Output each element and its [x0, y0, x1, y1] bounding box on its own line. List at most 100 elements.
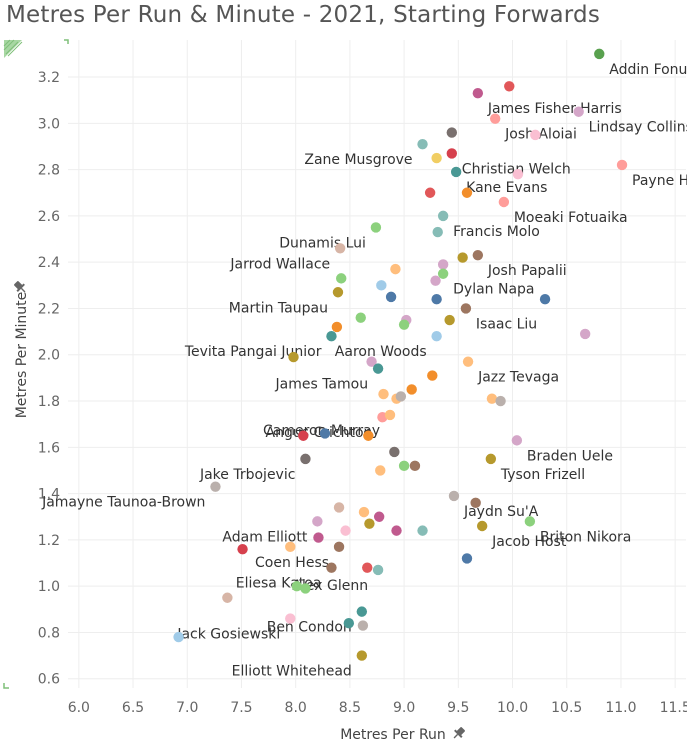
data-point[interactable]: [370, 222, 382, 233]
data-point[interactable]: [362, 562, 373, 573]
data-point[interactable]: [489, 113, 501, 124]
data-point[interactable]: [498, 196, 510, 208]
data-point[interactable]: [539, 294, 551, 305]
data-point[interactable]: [470, 497, 481, 509]
data-point[interactable]: [237, 543, 248, 555]
data-point[interactable]: [573, 106, 584, 117]
data-point[interactable]: [444, 314, 455, 326]
x-tick-label: 9.0: [393, 700, 415, 716]
data-point[interactable]: [334, 243, 346, 254]
x-tick-label: 9.5: [447, 700, 469, 716]
data-point[interactable]: [431, 331, 442, 342]
data-point[interactable]: [313, 532, 324, 543]
data-point[interactable]: [312, 516, 323, 527]
data-point[interactable]: [291, 580, 302, 592]
data-point[interactable]: [579, 328, 591, 340]
data-point[interactable]: [437, 268, 449, 279]
data-point[interactable]: [326, 562, 337, 573]
data-point[interactable]: [424, 187, 436, 198]
data-point[interactable]: [461, 187, 473, 198]
data-point[interactable]: [364, 518, 375, 529]
point-label: Jack Gosiewski: [176, 627, 280, 643]
data-point[interactable]: [472, 88, 484, 99]
data-point[interactable]: [391, 525, 402, 536]
data-point[interactable]: [512, 169, 524, 180]
data-point[interactable]: [462, 356, 474, 367]
data-point[interactable]: [300, 583, 311, 594]
data-point[interactable]: [594, 48, 605, 60]
data-point[interactable]: [460, 303, 472, 314]
y-axis-pin-icon: [14, 281, 26, 293]
data-point[interactable]: [355, 312, 366, 323]
data-point[interactable]: [431, 152, 442, 164]
data-point[interactable]: [385, 291, 397, 303]
data-point[interactable]: [372, 564, 384, 576]
data-point[interactable]: [431, 294, 442, 305]
data-point[interactable]: [409, 460, 421, 472]
data-point[interactable]: [331, 321, 343, 333]
x-tick-label: 7.0: [176, 700, 198, 716]
data-point[interactable]: [406, 384, 417, 395]
data-point[interactable]: [285, 541, 296, 553]
data-point[interactable]: [285, 613, 296, 624]
data-point[interactable]: [372, 363, 384, 374]
data-point[interactable]: [616, 159, 628, 171]
data-point[interactable]: [430, 275, 441, 286]
data-point[interactable]: [300, 453, 311, 465]
data-point[interactable]: [319, 428, 331, 439]
data-point[interactable]: [448, 490, 460, 502]
data-point[interactable]: [343, 618, 355, 629]
data-point[interactable]: [210, 481, 221, 492]
data-point[interactable]: [446, 148, 458, 159]
data-point[interactable]: [288, 351, 299, 363]
data-point[interactable]: [356, 606, 368, 617]
data-point[interactable]: [389, 446, 400, 458]
data-point[interactable]: [437, 210, 449, 222]
data-point[interactable]: [486, 393, 498, 404]
data-point[interactable]: [376, 280, 387, 291]
data-point[interactable]: [427, 370, 438, 381]
data-point[interactable]: [417, 138, 428, 150]
data-point[interactable]: [437, 259, 449, 270]
data-point[interactable]: [446, 127, 458, 138]
data-point[interactable]: [485, 453, 497, 465]
data-point[interactable]: [390, 263, 401, 275]
data-point[interactable]: [336, 273, 347, 284]
data-point[interactable]: [476, 520, 488, 532]
data-point[interactable]: [366, 356, 377, 367]
data-point[interactable]: [524, 516, 536, 527]
data-point[interactable]: [450, 166, 462, 178]
data-point[interactable]: [530, 129, 541, 141]
chart-title: Metres Per Run & Minute - 2021, Starting…: [6, 2, 601, 28]
data-point[interactable]: [340, 525, 351, 536]
data-point[interactable]: [398, 460, 410, 472]
data-point[interactable]: [298, 430, 309, 441]
data-point[interactable]: [173, 631, 184, 643]
data-point[interactable]: [398, 319, 410, 330]
data-point[interactable]: [333, 541, 345, 553]
data-point[interactable]: [373, 511, 385, 522]
data-point[interactable]: [461, 553, 473, 564]
data-point[interactable]: [504, 81, 515, 92]
data-point[interactable]: [326, 331, 337, 342]
data-point[interactable]: [472, 250, 484, 261]
data-point[interactable]: [495, 395, 506, 407]
data-point[interactable]: [222, 592, 233, 603]
data-point[interactable]: [384, 409, 396, 421]
data-point[interactable]: [358, 506, 370, 518]
data-point[interactable]: [363, 430, 374, 441]
data-point[interactable]: [375, 465, 386, 476]
data-point[interactable]: [357, 620, 369, 631]
data-point[interactable]: [395, 391, 407, 402]
data-point[interactable]: [417, 525, 428, 536]
y-tick-label: 0.8: [38, 625, 60, 641]
data-point[interactable]: [457, 252, 468, 263]
x-tick-label: 6.5: [122, 700, 144, 716]
data-point[interactable]: [333, 502, 345, 513]
data-point[interactable]: [356, 650, 368, 661]
data-point[interactable]: [511, 435, 523, 446]
data-point[interactable]: [378, 388, 389, 400]
data-point[interactable]: [432, 226, 443, 238]
data-point[interactable]: [332, 287, 344, 298]
point-label: Isaac Liu: [476, 316, 537, 332]
